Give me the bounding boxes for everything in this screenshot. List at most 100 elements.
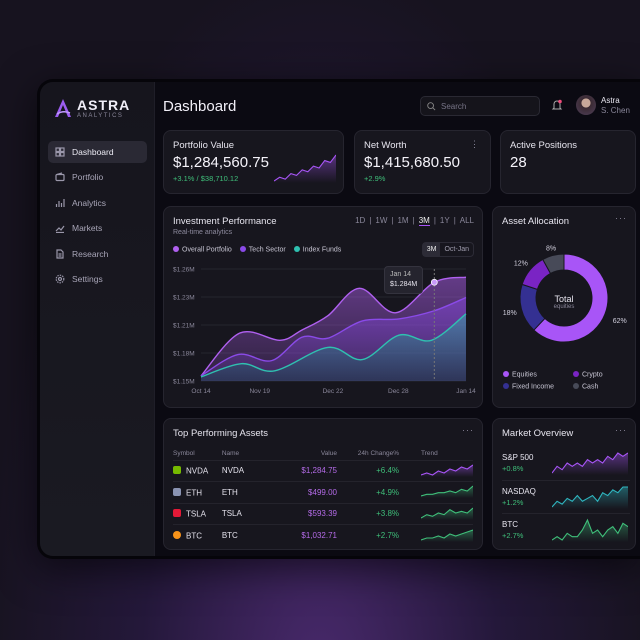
range-tab-3m[interactable]: 3M [418, 216, 430, 226]
more-icon[interactable]: ··· [615, 425, 627, 435]
column-header: Symbol [173, 449, 195, 457]
legend-dot [573, 371, 579, 377]
logo: ASTRA ANALYTICS [55, 97, 130, 119]
sidebar-item-analytics[interactable]: Analytics [48, 192, 147, 214]
x-tick-label: Jan 14 [456, 388, 476, 395]
series-line-overall-portfolio [200, 276, 467, 377]
search-input[interactable]: Search [420, 96, 540, 116]
market-name: NASDAQ [502, 487, 536, 496]
y-tick-label: $1.15M [173, 379, 195, 386]
column-header: Trend [421, 449, 438, 457]
more-icon[interactable]: ⋮ [470, 139, 480, 149]
donut-center-sub: equities [553, 304, 575, 310]
series-area [201, 313, 466, 381]
range-tab-1w[interactable]: 1W [375, 216, 388, 225]
x-tick-label: Dec 28 [388, 388, 409, 395]
legend-item: Tech Sector [239, 246, 286, 254]
slice-label: 62% [613, 318, 627, 325]
investment-performance-card: Investment Performance Real-time analyti… [163, 206, 483, 408]
legend-label: Equities [512, 371, 537, 379]
table-row[interactable]: NVDA NVDA $1,284.75 +6.4% [173, 459, 474, 482]
legend-dot [573, 382, 579, 389]
toggle-3m[interactable]: 3M [422, 243, 441, 256]
asset-trend-line [420, 485, 474, 497]
asset-change: +4.9% [336, 481, 399, 503]
sidebar-item-settings[interactable]: Settings [48, 268, 147, 290]
chart-tooltip: Jan 14 $1.284M [384, 266, 424, 294]
table-row[interactable]: ETH ETH $499.00 +4.9% [173, 481, 474, 503]
kpi-trend-line [274, 154, 336, 182]
sidebar-item-label: Analytics [72, 197, 107, 208]
tsla-logo-icon [173, 509, 181, 517]
legend-item: Fixed Income [503, 382, 573, 390]
asset-value: $1,284.75 [259, 459, 337, 482]
asset-value: $593.39 [259, 502, 337, 525]
column-header: 24h Change% [357, 449, 399, 457]
bell-icon[interactable] [551, 99, 563, 111]
table-row[interactable]: TSLA TSLA $593.39 +3.8% [173, 502, 474, 525]
sidebar-item-markets[interactable]: Markets [48, 217, 147, 239]
range-divider: | [453, 216, 456, 225]
astra-logo-icon [55, 99, 71, 117]
user-menu[interactable]: Astra S. Chen [601, 96, 630, 116]
table-row[interactable]: BTC BTC $1,032.71 +2.7% [173, 524, 474, 546]
legend-dot [503, 382, 509, 389]
market-sparkline [552, 452, 628, 475]
market-trend-line [552, 452, 628, 474]
sidebar-item-portfolio[interactable]: Portfolio [48, 166, 147, 188]
kpi-change: +2.9% [364, 174, 386, 183]
market-row[interactable]: S&P 500 +0.8% [502, 447, 630, 479]
toggle-oct-jan[interactable]: Oct-Jan [444, 246, 469, 253]
kpi-value: $1,415,680.50 [364, 154, 460, 171]
app-window: ASTRA ANALYTICS Dashboard Portfolio Analyti… [40, 82, 640, 556]
legend-dot [293, 246, 300, 252]
nvda-logo-icon [173, 466, 181, 474]
y-tick-label: $1.18M [173, 351, 195, 358]
asset-symbol: ETH [186, 488, 202, 497]
range-tab-all[interactable]: ALL [459, 216, 474, 225]
card-subtitle: Real-time analytics [173, 229, 233, 236]
document-icon [56, 248, 64, 259]
legend-item: Index Funds [293, 246, 341, 254]
market-overview-card: Market Overview ··· S&P 500 +0.8% NASDAQ +1… [492, 418, 636, 550]
chart-legend: Overall Portfolio Tech Sector Index Funds [173, 246, 341, 254]
kpi-trend-area [274, 155, 336, 183]
legend-item: Overall Portfolio [173, 246, 232, 254]
kpi-change: +3.1% / $38,710.12 [173, 174, 239, 183]
more-icon[interactable]: ··· [462, 425, 474, 435]
market-row[interactable]: NASDAQ +1.2% [502, 480, 630, 512]
avatar[interactable] [576, 95, 596, 115]
legend-item: Cash [573, 382, 629, 390]
asset-trend-sparkline [420, 528, 474, 542]
range-tab-1m[interactable]: 1M [397, 216, 409, 225]
more-icon[interactable]: ··· [615, 213, 627, 223]
user-sub: S. Chen [601, 106, 630, 115]
asset-symbol: TSLA [186, 509, 207, 519]
market-sparkline [552, 486, 628, 509]
market-row[interactable]: BTC +2.7% [502, 513, 630, 545]
kpi-label: Active Positions [510, 140, 578, 151]
hover-point[interactable] [430, 278, 438, 286]
donut-slice-cash[interactable] [542, 253, 565, 275]
search-placeholder: Search [441, 101, 467, 111]
asset-trend-area [421, 507, 473, 520]
tooltip-date: Jan 14 [390, 271, 412, 278]
market-change: +2.7% [502, 531, 524, 540]
sidebar-item-label: Dashboard [72, 147, 114, 157]
range-tab-1d[interactable]: 1D [355, 216, 366, 225]
device-frame: ASTRA ANALYTICS Dashboard Portfolio Analyti… [37, 79, 640, 559]
market-sparkline [552, 518, 628, 542]
asset-value: $1,032.71 [259, 524, 337, 546]
card-title: Market Overview [502, 428, 574, 439]
range-tab-1y[interactable]: 1Y [439, 216, 450, 225]
market-trend-area [552, 453, 628, 475]
slice-label: 12% [514, 260, 528, 267]
sidebar-item-research[interactable]: Research [48, 243, 147, 265]
column-header: Value [320, 449, 337, 457]
grid-icon [55, 147, 65, 157]
legend-item: Equities [503, 371, 573, 379]
donut-slice-equities[interactable] [533, 253, 609, 343]
legend-dot [173, 246, 179, 252]
range-divider: | [391, 216, 394, 225]
sidebar-item-dashboard[interactable]: Dashboard [48, 141, 147, 163]
